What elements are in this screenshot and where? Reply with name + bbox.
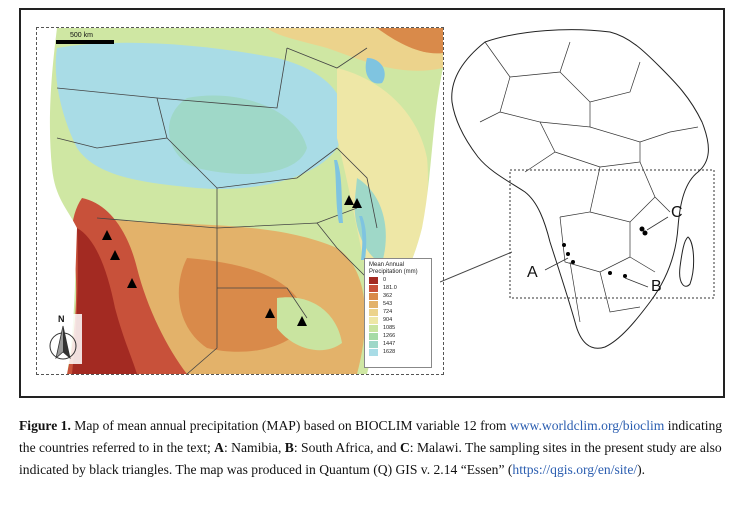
site-dot (562, 243, 566, 247)
scale-bar-label: 500 km (70, 32, 93, 39)
region-namib-core (72, 228, 137, 374)
legend-label: 1447 (383, 340, 396, 347)
legend-label: 362 (383, 292, 393, 299)
site-triangle (127, 278, 137, 288)
legend-swatch (369, 348, 378, 356)
scale-bar: 500 km (56, 32, 114, 44)
qgis-link[interactable]: https://qgis.org/en/site/ (512, 462, 638, 477)
caption-text-1: Map of mean annual precipitation (MAP) b… (70, 418, 510, 433)
worldclim-link[interactable]: www.worldclim.org/bioclim (509, 418, 665, 433)
site-triangle (297, 316, 307, 326)
lake-malawi (359, 216, 367, 260)
caption-c-text: : Malawi. The sampling sites in the pres… (19, 440, 722, 477)
ocean-atlantic (37, 28, 77, 374)
legend-label: 1085 (383, 324, 396, 331)
north-label: N (58, 314, 65, 324)
region-zimbabwe (277, 297, 342, 351)
sampling-sites (102, 195, 362, 326)
locator-sites (562, 226, 648, 278)
legend-title-line2: Precipitation (mm) (369, 269, 418, 275)
legend-label: 1266 (383, 332, 396, 339)
legend-label: 724 (383, 308, 393, 315)
africa-country-borders (479, 41, 699, 323)
legend-label: 543 (383, 300, 393, 307)
site-label-a: A (527, 264, 538, 281)
legend-swatch (369, 340, 378, 348)
legend-entry: 543 (369, 300, 427, 308)
legend-label: 904 (383, 316, 393, 323)
scale-bar-line (56, 40, 114, 44)
site-dot (623, 274, 627, 278)
legend-entry: 1447 (369, 340, 427, 348)
caption-text-2: indicating the countries referred to in … (19, 418, 723, 455)
legend-label: 181.0 (383, 284, 397, 291)
inset-connector-line (440, 251, 512, 283)
north-arrow-icon (49, 325, 77, 360)
caption-a-text: : Namibia, (223, 440, 285, 455)
country-borders (56, 47, 378, 374)
region-humid-core (168, 95, 307, 174)
africa-locator-map (440, 22, 722, 382)
map-legend: Mean Annual Precipitation (mm) 0 181.0 3… (364, 258, 432, 368)
site-triangle (352, 198, 362, 208)
legend-title: Mean Annual Precipitation (mm) (369, 262, 427, 276)
lake-tanganyika (334, 160, 343, 223)
caption-b-text: : South Africa, and (293, 440, 400, 455)
legend-title-line1: Mean Annual (369, 262, 405, 268)
region-malawi-wet (354, 178, 386, 263)
caption-a-label: A (214, 440, 224, 455)
legend-entry: 904 (369, 316, 427, 324)
legend-entry: 724 (369, 308, 427, 316)
region-kalahari (178, 258, 307, 352)
site-triangle (344, 195, 354, 205)
inset-extent-box (509, 169, 715, 299)
site-dot (566, 252, 570, 256)
caption-text-end: ). (637, 462, 646, 477)
caption-c-label: C (399, 440, 410, 455)
legend-entry: 1628 (369, 348, 427, 356)
site-triangle (102, 230, 112, 240)
legend-swatch (369, 324, 378, 332)
site-pointers (544, 216, 669, 288)
legend-swatch (369, 332, 378, 340)
site-dot (639, 226, 645, 232)
africa-continent (451, 29, 709, 349)
legend-entry: 1085 (369, 324, 427, 332)
legend-swatch (369, 300, 378, 308)
legend-swatch (369, 316, 378, 324)
site-dot (571, 260, 575, 264)
legend-entry: 1266 (369, 332, 427, 340)
legend-entry: 181.0 (369, 284, 427, 292)
site-dot (608, 271, 612, 275)
site-label-c: C (671, 204, 683, 221)
figure-label: Figure 1. (19, 418, 71, 433)
legend-swatch (369, 292, 378, 300)
north-arrow: N (44, 314, 82, 364)
legend-entry: 0 (369, 276, 427, 284)
lake-victoria (365, 58, 385, 84)
caption-b-label: B (284, 440, 294, 455)
legend-entry: 362 (369, 292, 427, 300)
legend-swatch (369, 308, 378, 316)
legend-label: 0 (383, 276, 387, 283)
site-label-b: B (651, 278, 662, 295)
africa-outline (451, 29, 715, 349)
site-dot (642, 230, 648, 236)
region-north-arid (377, 28, 443, 54)
figure-caption: Figure 1. Map of mean annual precipitati… (19, 415, 731, 481)
madagascar (679, 236, 695, 287)
legend-swatch (369, 284, 378, 292)
site-triangle (265, 308, 275, 318)
legend-swatch (369, 276, 378, 284)
legend-label: 1628 (383, 348, 396, 355)
site-triangle (110, 250, 120, 260)
